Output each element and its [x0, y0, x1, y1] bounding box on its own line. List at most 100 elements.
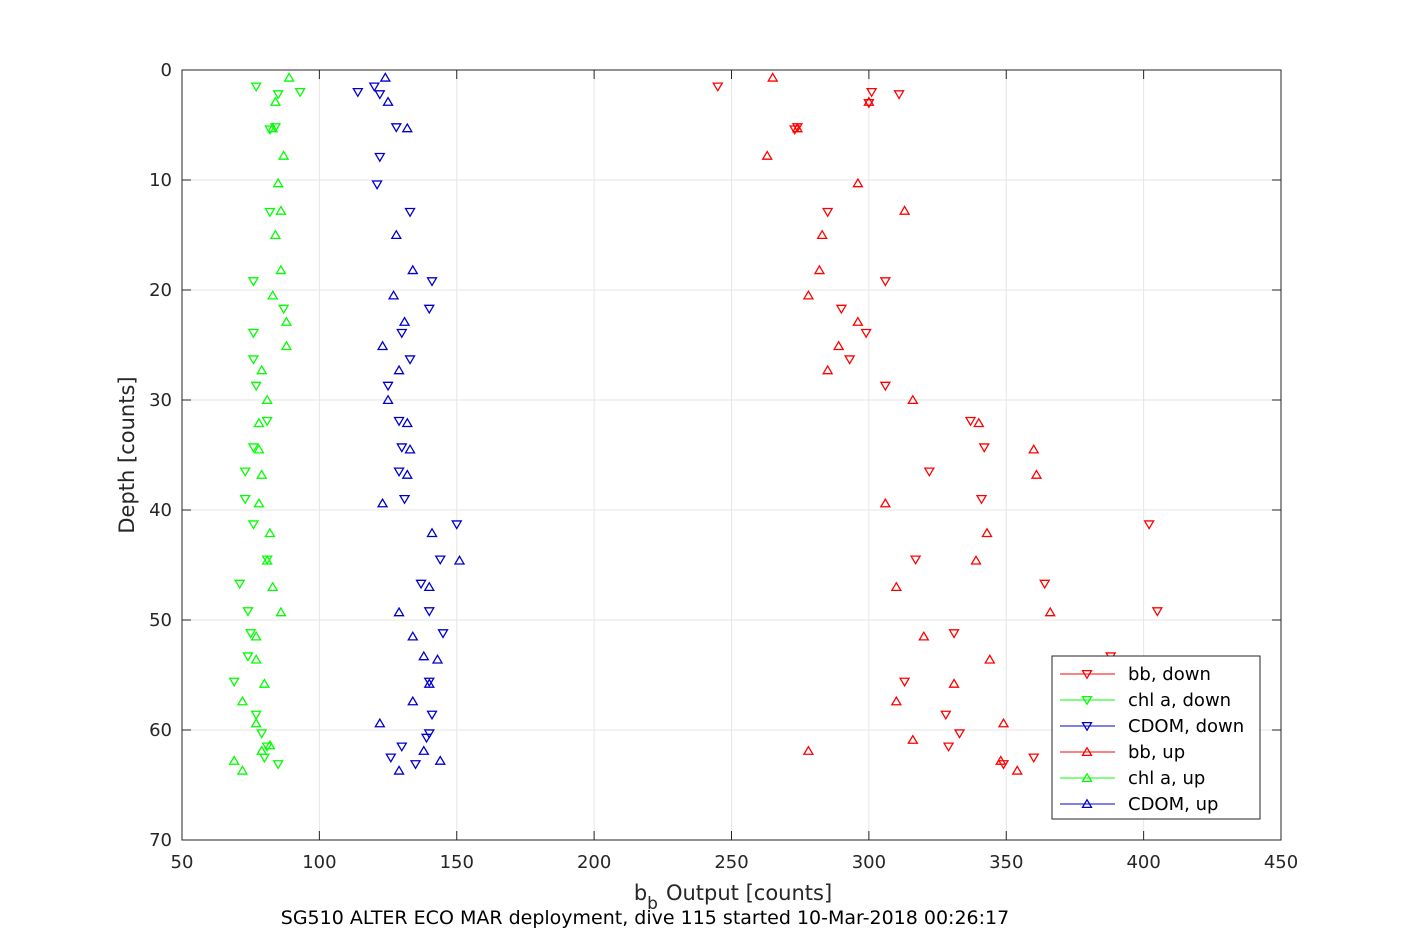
marker-cdom-up — [453, 555, 466, 565]
x-axis-label-b: b — [634, 881, 647, 905]
marker-chl-a-down — [261, 416, 273, 427]
marker-chl-a-up — [275, 264, 287, 275]
marker-bb-down — [978, 443, 990, 453]
marker-cdom-up — [398, 316, 411, 326]
y-tick-label: 70 — [149, 830, 172, 851]
marker-bb-up — [833, 340, 845, 351]
marker-chl-a-up — [283, 72, 295, 82]
marker-bb-up — [898, 205, 911, 215]
x-tick-label: 200 — [577, 852, 611, 873]
marker-chl-a-up — [280, 340, 293, 351]
marker-bb-down — [789, 125, 801, 135]
marker-cdom-up — [401, 417, 413, 428]
marker-chl-a-down — [242, 607, 254, 617]
marker-cdom-down — [374, 152, 386, 163]
marker-cdom-up — [407, 630, 419, 641]
marker-bb-down — [865, 87, 878, 98]
marker-chl-a-down — [239, 494, 251, 505]
marker-bb-up — [995, 755, 1007, 765]
marker-chl-a-down — [245, 629, 257, 639]
marker-cdom-down — [437, 629, 449, 639]
marker-bb-down — [1143, 520, 1155, 530]
marker-cdom-down — [396, 443, 408, 453]
marker-chl-a-down — [250, 82, 262, 93]
marker-chl-a-up — [269, 96, 282, 106]
marker-bb-down — [975, 494, 988, 505]
marker-bb-down — [844, 355, 856, 365]
marker-cdom-up — [431, 654, 444, 664]
marker-bb-down — [822, 207, 834, 218]
marker-bb-up — [907, 394, 919, 405]
legend-marker-chl-a-up — [1081, 772, 1093, 783]
marker-cdom-up — [382, 96, 394, 106]
marker-chl-a-up — [250, 717, 262, 728]
marker-cdom-down — [371, 180, 383, 190]
marker-cdom-down — [393, 467, 405, 478]
marker-cdom-down — [409, 760, 422, 770]
marker-chl-a-up — [275, 205, 287, 215]
marker-chl-a-down — [272, 760, 284, 770]
marker-bb-down — [1039, 579, 1051, 590]
marker-cdom-down — [352, 87, 364, 98]
marker-bb-up — [1028, 443, 1040, 454]
marker-cdom-up — [393, 606, 405, 617]
y-tick-label: 10 — [149, 170, 172, 191]
marker-chl-a-up — [258, 678, 271, 688]
marker-chl-a-up — [267, 581, 279, 592]
axis-ticks: 50 100 150 200 250 300 350 400 450 0 10 20 30 40 50 60 7… — [149, 60, 1298, 873]
marker-cdom-up — [423, 678, 435, 688]
marker-chl-a-up — [228, 755, 240, 765]
marker-bb-down — [942, 742, 955, 753]
marker-bb-down — [909, 555, 922, 566]
marker-chl-a-up — [256, 469, 268, 479]
marker-bb-up — [890, 695, 902, 706]
marker-bb-down — [1151, 607, 1163, 617]
marker-cdom-down — [368, 82, 380, 93]
marker-cdom-down — [426, 277, 438, 287]
marker-cdom-down — [420, 733, 433, 744]
marker-chl-a-up — [236, 765, 249, 775]
legend-label-bb-up: bb, up — [1128, 742, 1185, 763]
figure-caption: SG510 ALTER ECO MAR deployment, dive 115… — [281, 907, 1009, 929]
legend-marker-cdom-up — [1081, 798, 1093, 809]
marker-bb-up — [973, 417, 985, 428]
marker-cdom-up — [393, 765, 405, 775]
marker-bb-down — [712, 82, 724, 93]
marker-chl-a-down — [247, 277, 260, 287]
marker-bb-up — [852, 316, 864, 326]
marker-cdom-down — [423, 607, 435, 617]
legend-label-chl-a-up: chl a, up — [1128, 768, 1205, 789]
marker-chl-a-down — [247, 355, 260, 365]
marker-cdom-down — [385, 753, 397, 764]
marker-bb-down — [898, 677, 911, 688]
x-tick-label: 450 — [1264, 852, 1298, 873]
grid-lines — [182, 70, 1281, 840]
marker-chl-a-up — [250, 654, 262, 664]
y-tick-label: 40 — [149, 500, 172, 521]
marker-cdom-up — [418, 650, 430, 661]
marker-bb-down — [879, 277, 891, 287]
marker-chl-a-up — [253, 497, 265, 508]
x-axis-label-rest: Output [counts] — [666, 881, 832, 905]
marker-cdom-up — [382, 394, 394, 405]
marker-chl-a-down — [264, 207, 276, 218]
marker-bb-down — [940, 710, 952, 721]
marker-chl-a-up — [264, 739, 276, 750]
marker-cdom-up — [390, 229, 402, 240]
legend-label-cdom-down: CDOM, down — [1128, 716, 1244, 737]
marker-chl-a-up — [272, 177, 284, 188]
y-tick-label: 20 — [149, 280, 172, 301]
marker-cdom-up — [379, 72, 391, 82]
marker-cdom-down — [374, 90, 386, 100]
marker-bb-up — [1030, 469, 1043, 479]
marker-bb-up — [1011, 765, 1023, 775]
x-tick-label: 150 — [440, 852, 474, 873]
marker-cdom-down — [423, 304, 435, 315]
marker-bb-up — [813, 264, 826, 275]
marker-chl-a-up — [250, 630, 262, 641]
legend-marker-bb-up — [1081, 746, 1093, 757]
marker-bb-down — [948, 629, 960, 639]
x-axis-label-subscript: b — [647, 894, 658, 914]
marker-bb-up — [981, 527, 993, 538]
marker-chl-a-down — [272, 90, 284, 100]
